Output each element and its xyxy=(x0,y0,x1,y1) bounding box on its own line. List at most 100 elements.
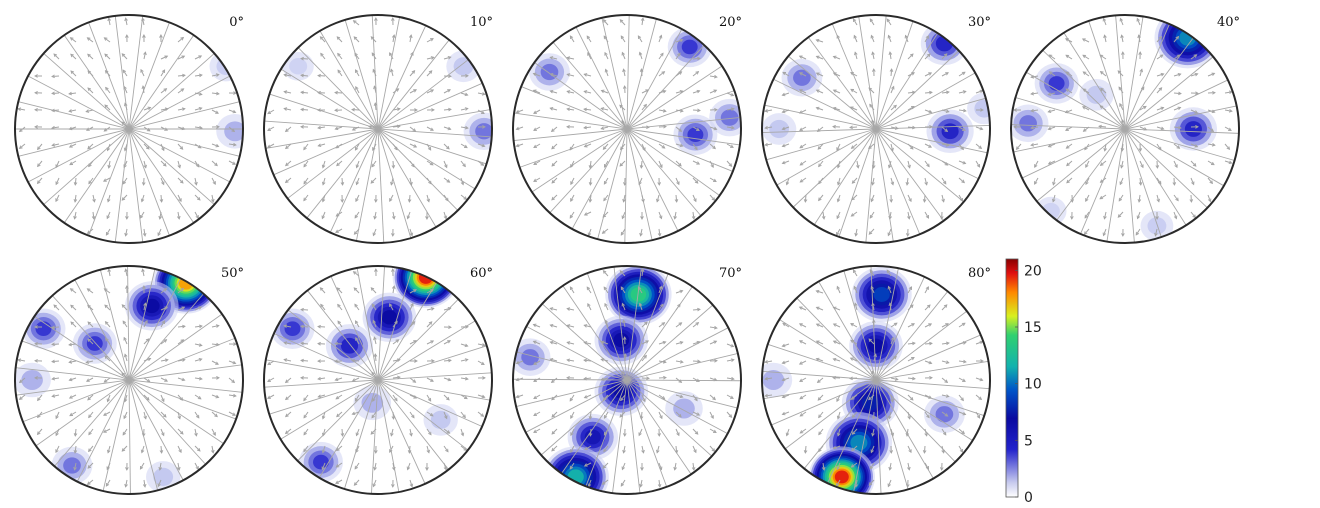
vector-arrow xyxy=(890,68,893,77)
vector-arrow xyxy=(924,304,931,311)
vector-arrow-head xyxy=(886,269,891,274)
vector-arrow-head xyxy=(392,466,396,471)
trace-line xyxy=(776,128,877,186)
vector-arrow xyxy=(958,411,966,415)
vector-arrow-head xyxy=(850,464,855,468)
vector-arrow-head xyxy=(962,127,966,131)
vector-arrow-head xyxy=(533,161,537,166)
vector-arrow xyxy=(675,90,683,94)
vector-arrow-head xyxy=(161,398,165,403)
vector-arrow xyxy=(851,194,858,201)
vector-arrow-head xyxy=(798,89,803,93)
vector-arrow xyxy=(426,194,430,202)
vector-arrow-head xyxy=(532,340,537,344)
vector-arrow-head xyxy=(317,143,322,148)
vector-arrow xyxy=(1119,18,1124,26)
vector-arrow xyxy=(816,107,824,111)
vector-arrow xyxy=(160,377,168,382)
trace-line xyxy=(377,298,459,381)
vector-arrow-head xyxy=(86,37,91,41)
vector-arrow-head xyxy=(850,88,855,93)
vector-arrow xyxy=(409,428,413,436)
vector-arrow-head xyxy=(317,324,321,329)
vector-arrow-head xyxy=(351,127,356,131)
trace-line xyxy=(43,53,130,130)
trace-line xyxy=(626,128,740,146)
vector-arrow xyxy=(584,211,592,216)
vector-arrow-head xyxy=(603,415,608,419)
vector-arrow xyxy=(426,340,434,345)
vector-arrow-head xyxy=(869,103,873,108)
vector-arrow xyxy=(1224,160,1232,164)
vector-arrow-head xyxy=(370,180,375,184)
vector-arrow xyxy=(390,69,394,77)
vector-arrow xyxy=(1207,126,1214,132)
vector-arrow xyxy=(853,286,858,294)
vector-arrow-head xyxy=(781,109,786,114)
vector-arrow xyxy=(550,341,558,345)
vector-arrow xyxy=(726,343,734,348)
trace-line xyxy=(858,16,877,130)
trace-line xyxy=(128,75,231,130)
vector-arrow-head xyxy=(873,353,877,358)
vector-arrow-head xyxy=(179,146,184,150)
vector-arrow xyxy=(782,109,790,113)
vector-arrow xyxy=(692,143,698,150)
vector-arrow xyxy=(907,411,911,419)
vector-arrow-head xyxy=(941,198,945,203)
vector-arrow xyxy=(460,107,468,111)
vector-arrow-head xyxy=(781,411,786,416)
vector-arrow xyxy=(392,125,401,128)
vector-arrow xyxy=(392,211,395,219)
vector-arrow xyxy=(407,462,411,470)
pole-figure-panel: 50° xyxy=(14,265,244,495)
vector-arrow-head xyxy=(600,126,605,130)
vector-arrow-head xyxy=(1070,199,1075,203)
vector-arrow xyxy=(533,411,541,416)
trace-line xyxy=(626,266,642,381)
vector-arrow xyxy=(550,307,558,311)
vector-arrow-head xyxy=(283,358,288,362)
vector-arrow-head xyxy=(355,432,360,437)
vector-arrow-head xyxy=(566,375,570,380)
vector-arrow-head xyxy=(1160,106,1165,111)
vector-arrow-head xyxy=(426,198,431,203)
trace-line xyxy=(875,268,899,381)
vector-arrow-head xyxy=(372,483,377,488)
vector-arrow xyxy=(799,411,807,417)
vector-arrow xyxy=(675,52,681,60)
vector-arrow-head xyxy=(317,376,322,381)
vector-arrow-head xyxy=(430,127,434,131)
vector-arrow-head xyxy=(978,145,983,150)
vector-arrow-head xyxy=(232,109,237,114)
vector-arrow xyxy=(1084,143,1090,150)
vector-arrow-head xyxy=(619,413,624,418)
vector-arrow xyxy=(1031,109,1039,112)
trace-line xyxy=(330,275,379,381)
vector-arrow xyxy=(833,445,841,449)
vector-arrow xyxy=(586,286,592,294)
vector-arrow-head xyxy=(730,395,734,399)
vector-arrow xyxy=(709,411,714,419)
vector-arrow-head xyxy=(73,215,77,220)
vector-arrow xyxy=(567,90,575,94)
vector-arrow-head xyxy=(1102,232,1107,237)
vector-arrow xyxy=(675,428,680,436)
vector-arrow-head xyxy=(782,322,787,327)
vector-arrow xyxy=(924,360,932,364)
vector-arrow-head xyxy=(889,450,894,454)
trace-line xyxy=(626,304,714,381)
trace-line xyxy=(63,128,130,224)
vector-arrow xyxy=(194,411,200,419)
vector-arrow-head xyxy=(979,126,984,131)
vector-arrow xyxy=(602,211,609,218)
vector-arrow xyxy=(317,377,326,380)
vector-arrow-head xyxy=(444,164,448,169)
vector-arrow-head xyxy=(55,164,59,169)
vector-arrow-head xyxy=(693,198,697,203)
vector-arrow xyxy=(103,428,111,433)
vector-arrow xyxy=(907,445,912,453)
vector-arrow xyxy=(603,177,609,185)
vector-arrow xyxy=(69,126,77,130)
vector-arrow xyxy=(765,143,773,146)
